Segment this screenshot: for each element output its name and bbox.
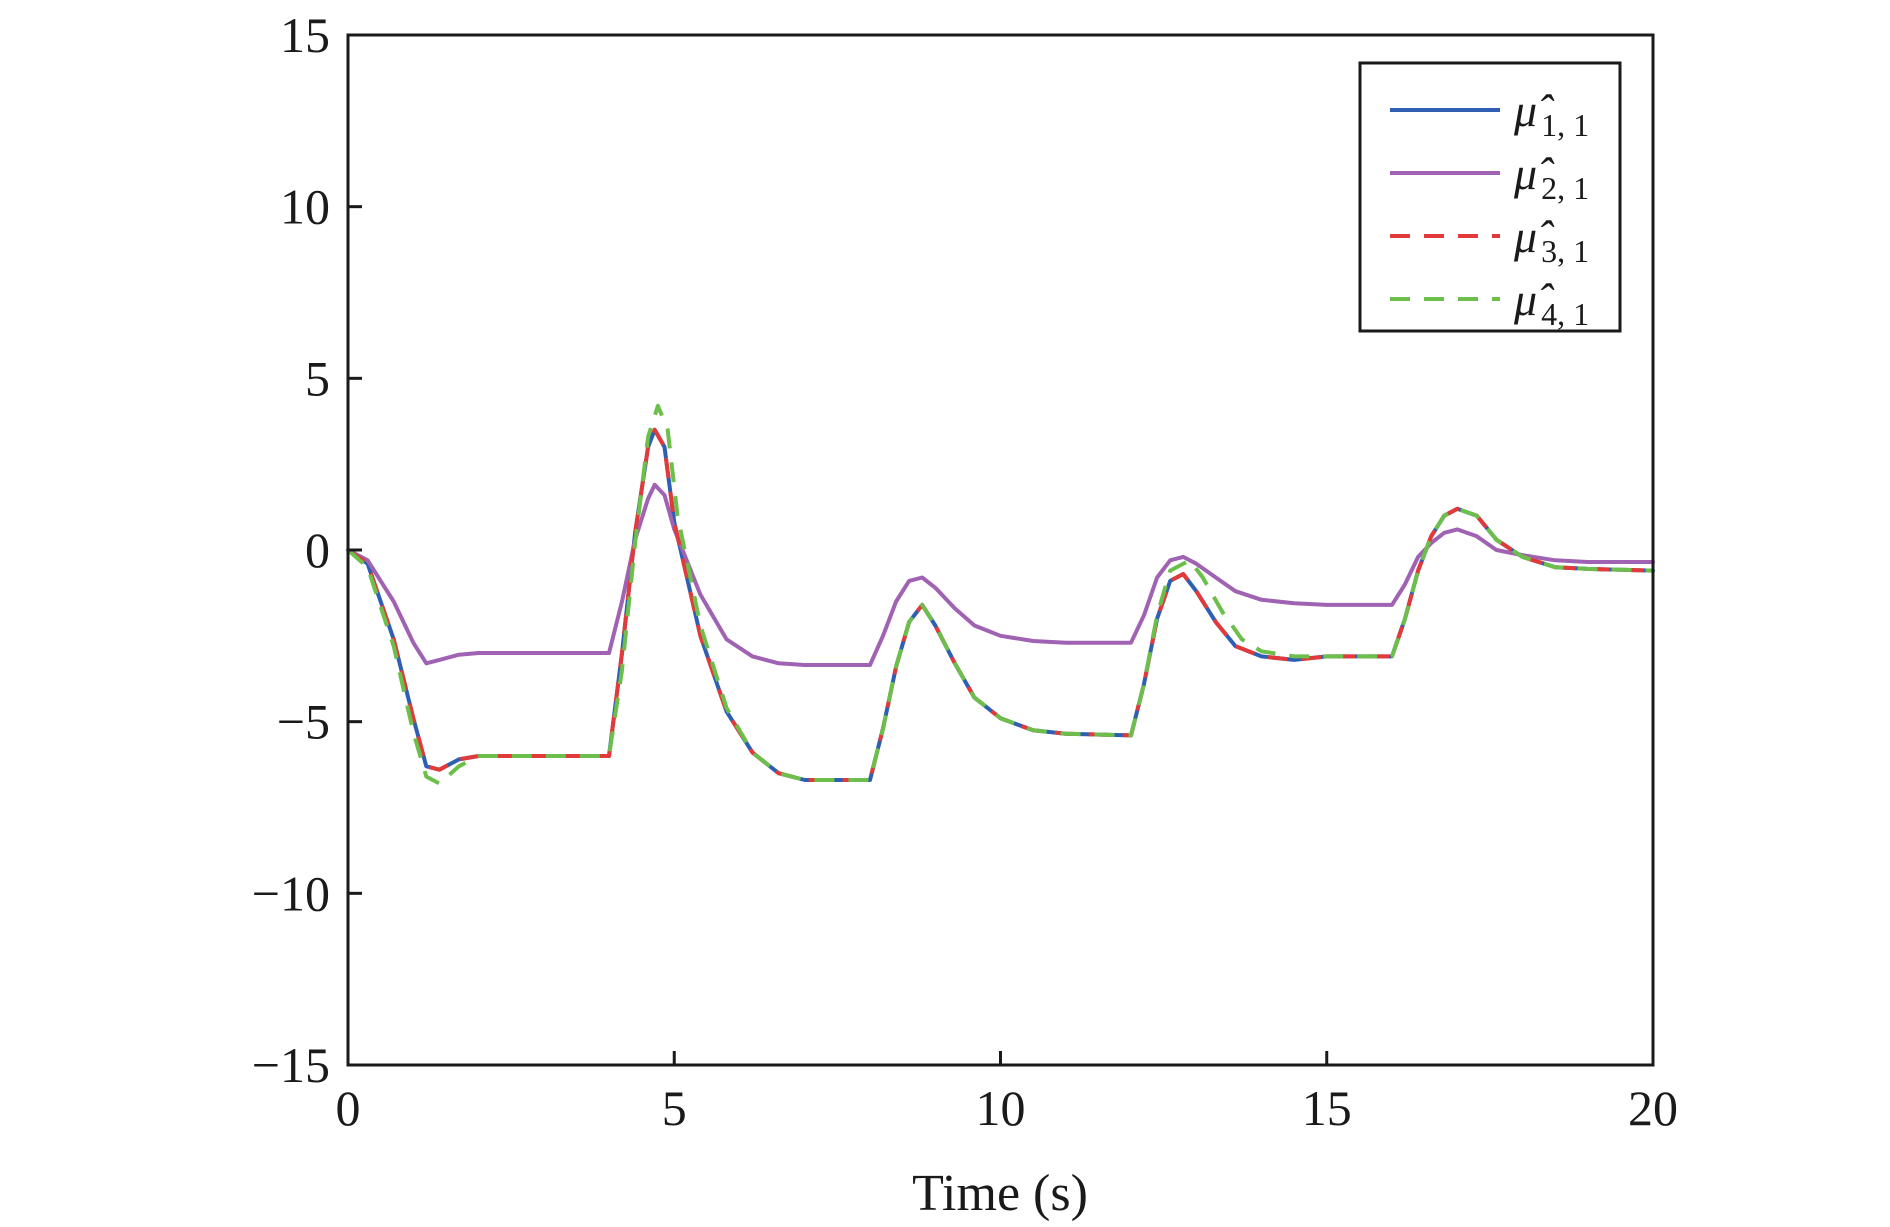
tick-labels-layer: 0 5 10 15 20 −15 −10 −5 0 5 10 15 xyxy=(252,7,1678,1136)
series-line-4 xyxy=(346,403,1654,786)
x-tick-label: 15 xyxy=(1302,1080,1352,1136)
y-tick-label: 15 xyxy=(280,7,330,63)
y-tick-label: −5 xyxy=(277,694,330,750)
y-tick-label: 10 xyxy=(280,179,330,235)
series-line-2 xyxy=(346,482,1655,667)
x-tick-label: 0 xyxy=(336,1080,361,1136)
legend-box xyxy=(1358,61,1622,333)
y-tick-label: −15 xyxy=(252,1037,330,1093)
y-tick-label: −10 xyxy=(252,865,330,921)
x-axis-label: Time (s) xyxy=(912,1165,1088,1222)
y-tick-label: 5 xyxy=(305,350,330,406)
x-tick-label: 5 xyxy=(662,1080,687,1136)
series-layer xyxy=(346,403,1655,786)
legend: μ̂ 1, 1μ̂ 2, 1μ̂ 3, 1μ̂ 4, 1 xyxy=(1358,61,1622,333)
x-tick-label: 10 xyxy=(976,1080,1026,1136)
y-tick-label: 0 xyxy=(305,522,330,578)
ticks-layer xyxy=(346,33,1655,1067)
x-tick-label: 20 xyxy=(1628,1080,1678,1136)
